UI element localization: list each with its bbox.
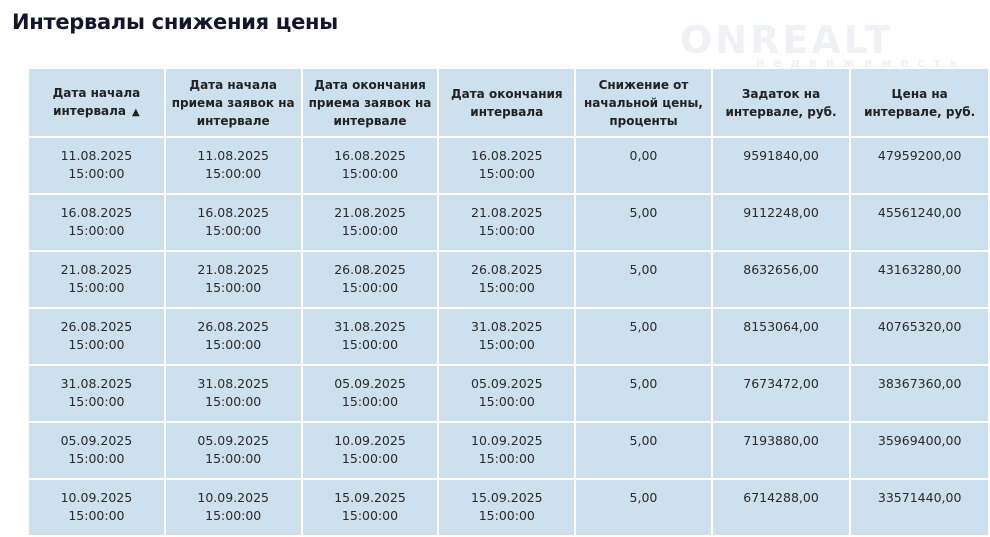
column-header[interactable]: Снижение от начальной цены, проценты (576, 69, 711, 136)
table-cell: 31.08.2025 15:00:00 (29, 366, 164, 421)
table-cell: 16.08.2025 15:00:00 (302, 138, 438, 193)
column-header-label: Цена на интервале, руб. (864, 86, 976, 119)
table-row: 21.08.2025 15:00:00 21.08.2025 15:00:00 26… (29, 252, 988, 307)
table-cell: 35969400,00 (851, 423, 988, 478)
table-cell: 16.08.2025 15:00:00 (439, 138, 575, 193)
table-cell: 5,00 (576, 480, 711, 535)
column-header[interactable]: Задаток на интервале, руб. (712, 69, 850, 136)
column-header-label: Задаток на интервале, руб. (725, 86, 837, 119)
table-row: 11.08.2025 15:00:00 11.08.2025 15:00:00 16… (29, 138, 988, 193)
column-header[interactable]: Дата начала интервала ▲ (29, 69, 164, 136)
table-row: 26.08.2025 15:00:00 26.08.2025 15:00:00 31… (29, 309, 988, 364)
table-cell: 21.08.2025 15:00:00 (29, 252, 164, 307)
table-cell: 10.09.2025 15:00:00 (302, 423, 438, 478)
table-cell: 31.08.2025 15:00:00 (302, 309, 438, 364)
table-cell: 47959200,00 (851, 138, 988, 193)
table-cell: 21.08.2025 15:00:00 (302, 195, 438, 250)
table-cell: 26.08.2025 15:00:00 (165, 309, 301, 364)
table-cell: 31.08.2025 15:00:00 (165, 366, 301, 421)
table-cell: 10.09.2025 15:00:00 (29, 480, 164, 535)
column-header[interactable]: Цена на интервале, руб. (851, 69, 988, 136)
table-row: 10.09.2025 15:00:00 10.09.2025 15:00:00 15… (29, 480, 988, 535)
table-cell: 43163280,00 (851, 252, 988, 307)
table-cell: 21.08.2025 15:00:00 (165, 252, 301, 307)
table-cell: 11.08.2025 15:00:00 (165, 138, 301, 193)
table-cell: 16.08.2025 15:00:00 (165, 195, 301, 250)
column-header[interactable]: Дата начала приема заявок на интервале (165, 69, 301, 136)
table-cell: 5,00 (576, 366, 711, 421)
table-cell: 5,00 (576, 252, 711, 307)
column-header-label: Дата окончания интервала (450, 86, 563, 119)
table-cell: 8153064,00 (712, 309, 850, 364)
table-cell: 6714288,00 (712, 480, 850, 535)
table-cell: 21.08.2025 15:00:00 (439, 195, 575, 250)
table-cell: 7673472,00 (712, 366, 850, 421)
table-cell: 5,00 (576, 423, 711, 478)
table-cell: 40765320,00 (851, 309, 988, 364)
table-cell: 10.09.2025 15:00:00 (439, 423, 575, 478)
table-cell: 15.09.2025 15:00:00 (439, 480, 575, 535)
table-row: 16.08.2025 15:00:00 16.08.2025 15:00:00 21… (29, 195, 988, 250)
table-cell: 33571440,00 (851, 480, 988, 535)
table-cell: 26.08.2025 15:00:00 (302, 252, 438, 307)
column-header-label: Дата начала приема заявок на интервале (171, 77, 295, 128)
table-cell: 16.08.2025 15:00:00 (29, 195, 164, 250)
table-cell: 10.09.2025 15:00:00 (165, 480, 301, 535)
table-cell: 5,00 (576, 309, 711, 364)
table-cell: 9591840,00 (712, 138, 850, 193)
table-cell: 26.08.2025 15:00:00 (29, 309, 164, 364)
table-row: 05.09.2025 15:00:00 05.09.2025 15:00:00 10… (29, 423, 988, 478)
table-cell: 05.09.2025 15:00:00 (29, 423, 164, 478)
table-cell: 05.09.2025 15:00:00 (302, 366, 438, 421)
table-cell: 31.08.2025 15:00:00 (439, 309, 575, 364)
table-cell: 38367360,00 (851, 366, 988, 421)
column-header[interactable]: Дата окончания приема заявок на интервал… (302, 69, 438, 136)
table-cell: 9112248,00 (712, 195, 850, 250)
table-cell: 05.09.2025 15:00:00 (439, 366, 575, 421)
table-cell: 7193880,00 (712, 423, 850, 478)
price-intervals-table: Дата начала интервала ▲ Дата начала приема… (27, 67, 990, 537)
table-cell: 45561240,00 (851, 195, 988, 250)
sort-ascending-icon[interactable]: ▲ (132, 106, 140, 118)
column-header-label: Дата начала интервала (52, 85, 141, 118)
column-header[interactable]: Дата окончания интервала (439, 69, 575, 136)
table-cell: 15.09.2025 15:00:00 (302, 480, 438, 535)
table-cell: 05.09.2025 15:00:00 (165, 423, 301, 478)
column-header-label: Снижение от начальной цены, проценты (583, 77, 703, 128)
table-cell: 26.08.2025 15:00:00 (439, 252, 575, 307)
table-cell: 0,00 (576, 138, 711, 193)
column-header-label: Дата окончания приема заявок на интервал… (308, 77, 432, 128)
table-row: 31.08.2025 15:00:00 31.08.2025 15:00:00 05… (29, 366, 988, 421)
onrealt-watermark-logo: ONREALT недвижимость (680, 18, 967, 70)
page-title: Интервалы снижения цены (12, 10, 338, 34)
table-cell: 11.08.2025 15:00:00 (29, 138, 164, 193)
table-cell: 5,00 (576, 195, 711, 250)
table-cell: 8632656,00 (712, 252, 850, 307)
